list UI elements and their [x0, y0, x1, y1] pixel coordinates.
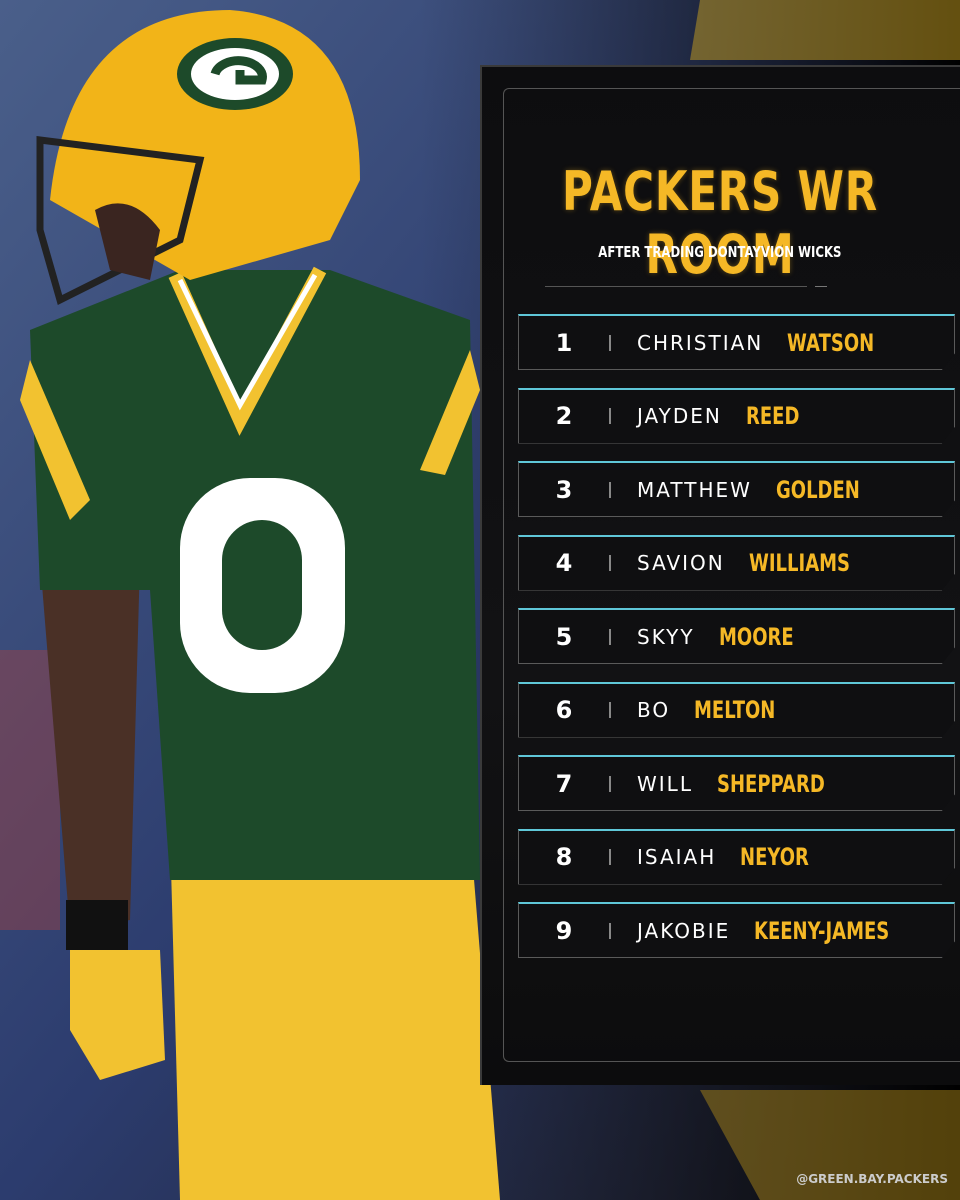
last-name: MELTON	[694, 696, 776, 724]
first-name: SKYY	[637, 624, 695, 649]
separator	[609, 702, 611, 718]
rank: 6	[555, 696, 573, 724]
wr-row: 2 JAYDEN REED	[518, 387, 955, 444]
divider	[545, 286, 807, 287]
last-name: WILLIAMS	[748, 549, 850, 577]
separator	[609, 334, 611, 351]
handle: @GREEN.BAY.PACKERS	[796, 1172, 948, 1186]
separator	[609, 555, 611, 571]
rank: 4	[555, 549, 573, 577]
first-name: BO	[637, 698, 671, 722]
rank: 3	[555, 475, 573, 504]
first-name: SAVION	[637, 551, 725, 575]
separator	[609, 775, 611, 792]
panel-frame	[503, 88, 960, 1062]
rank: 8	[555, 843, 573, 871]
rank: 5	[555, 622, 573, 651]
subtitle-wrap: AFTER TRADING DONTAYVION WICKS	[480, 242, 960, 261]
separator	[609, 408, 611, 424]
divider	[815, 286, 827, 287]
wr-row: 8 ISAIAH NEYOR	[518, 828, 955, 885]
title: PACKERS WR ROOM	[561, 160, 879, 286]
last-name: GOLDEN	[775, 475, 860, 504]
wr-row: 1 CHRISTIAN WATSON	[518, 314, 955, 370]
separator	[609, 628, 611, 645]
first-name: CHRISTIAN	[637, 330, 764, 355]
separator	[609, 922, 611, 939]
last-name: REED	[745, 402, 800, 430]
subtitle: AFTER TRADING DONTAYVION WICKS	[598, 243, 842, 261]
first-name: JAKOBIE	[637, 918, 731, 943]
first-name: MATTHEW	[637, 477, 752, 502]
separator	[609, 481, 611, 498]
first-name: WILL	[637, 771, 693, 796]
first-name: ISAIAH	[637, 845, 717, 869]
wr-row: 6 BO MELTON	[518, 681, 955, 738]
first-name: JAYDEN	[637, 404, 722, 428]
last-name: WATSON	[787, 328, 875, 357]
last-name: KEENY-JAMES	[754, 916, 890, 945]
wr-row: 5 SKYY MOORE	[518, 608, 955, 664]
rank: 7	[555, 769, 573, 798]
wr-row: 4 SAVION WILLIAMS	[518, 534, 955, 591]
title-wrap: PACKERS WR ROOM	[480, 160, 960, 286]
wr-row: 3 MATTHEW GOLDEN	[518, 461, 955, 517]
last-name: MOORE	[718, 622, 794, 651]
wr-row: 7 WILL SHEPPARD	[518, 755, 955, 811]
rank: 1	[555, 328, 573, 357]
rank: 9	[555, 916, 573, 945]
last-name: NEYOR	[740, 843, 810, 871]
last-name: SHEPPARD	[716, 769, 825, 798]
rank: 2	[555, 402, 573, 430]
wr-row: 9 JAKOBIE KEENY-JAMES	[518, 902, 955, 958]
separator	[609, 849, 611, 865]
